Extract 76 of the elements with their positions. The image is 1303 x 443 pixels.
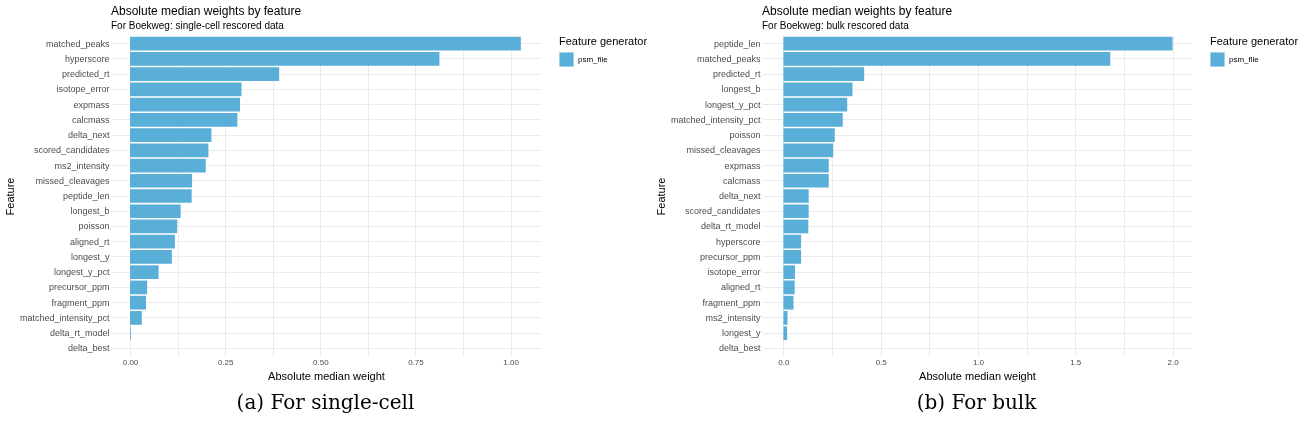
x-tick-label: 1.0	[972, 357, 985, 367]
y-tick-label: peptide_len	[713, 38, 760, 49]
y-tick-label: precursor_ppm	[699, 251, 760, 262]
bar	[782, 280, 795, 295]
x-tick-label: 0.25	[217, 357, 234, 367]
y-tick-label: delta_next	[718, 191, 761, 201]
y-tick-label: longest_y_pct	[53, 267, 110, 278]
y-tick-label: matched_intensity_pct	[19, 312, 110, 323]
y-tick-label: longest_y_pct	[704, 99, 761, 110]
y-tick-label: predicted_rt	[712, 69, 761, 80]
y-tick-label: fragment_ppm	[50, 297, 109, 308]
y-tick-label: calcmass	[722, 175, 761, 186]
y-tick-label: precursor_ppm	[48, 282, 109, 293]
legend-label: psm_file	[1228, 54, 1259, 64]
x-tick-label: 0.0	[777, 357, 790, 367]
bar	[782, 97, 847, 112]
y-tick-label: isotope_error	[706, 267, 760, 278]
y-tick-label: ms2_intensity	[53, 160, 110, 171]
y-tick-label: expmass	[72, 99, 110, 110]
y-tick-label: matched_peaks	[45, 38, 110, 49]
legend-title: Feature generator	[1209, 35, 1298, 47]
x-tick-label: 0.5	[875, 357, 887, 367]
y-tick-label: hyperscore	[64, 53, 109, 64]
chart-subtitle: For Boekweg: bulk rescored data	[761, 20, 909, 31]
bar	[782, 158, 829, 173]
legend-label: psm_file	[577, 54, 608, 64]
x-tick-label: 0.50	[312, 357, 329, 367]
bar	[782, 36, 1173, 51]
x-tick-label: 0.75	[407, 357, 424, 367]
y-tick-label: peptide_len	[62, 191, 109, 201]
text: (a) For single-cell	[236, 390, 415, 414]
y-tick-label: longest_b	[720, 84, 760, 95]
text: (b) For bulk	[916, 390, 1037, 414]
y-tick-label: poisson	[77, 221, 109, 232]
chart-title: Absolute median weights by feature	[761, 4, 952, 18]
x-tick-label: 0.00	[122, 357, 139, 367]
bar	[129, 219, 177, 234]
y-tick-label: aligned_rt	[69, 236, 110, 247]
y-tick-label: missed_cleavages	[685, 145, 761, 156]
y-tick-label: delta_best	[718, 343, 761, 354]
x-tick-label: 1.5	[1069, 357, 1082, 367]
y-tick-label: matched_peaks	[696, 53, 761, 64]
y-tick-label: predicted_rt	[61, 69, 110, 80]
y-axis-title: Feature	[3, 177, 16, 216]
y-axis-title: Feature	[654, 177, 667, 216]
chart-subtitle: For Boekweg: single-cell rescored data	[110, 20, 284, 31]
y-tick-label: delta_best	[67, 343, 110, 354]
x-axis-title: Absolute median weight	[918, 369, 1036, 382]
y-tick-label: longest_y	[721, 328, 761, 339]
y-tick-label: longest_y	[70, 251, 110, 262]
bar	[782, 219, 808, 234]
y-tick-label: delta_rt_model	[49, 328, 109, 339]
y-tick-label: expmass	[723, 160, 761, 171]
x-axis-title: Absolute median weight	[267, 369, 385, 382]
y-tick-label: delta_next	[67, 130, 110, 141]
y-tick-label: scored_candidates	[684, 206, 761, 217]
y-tick-label: calcmass	[71, 114, 110, 125]
y-tick-label: hyperscore	[715, 236, 760, 247]
y-tick-label: scored_candidates	[33, 145, 110, 156]
y-tick-label: delta_rt_model	[700, 221, 760, 232]
y-tick-label: missed_cleavages	[34, 175, 110, 186]
bar	[129, 97, 240, 112]
y-tick-label: ms2_intensity	[704, 312, 761, 323]
y-tick-label: matched_intensity_pct	[670, 114, 761, 125]
bar	[129, 280, 147, 295]
y-tick-label: longest_b	[69, 206, 109, 217]
x-tick-label: 2.0	[1166, 357, 1179, 367]
y-tick-label: aligned_rt	[720, 282, 761, 293]
bar	[129, 36, 521, 51]
y-tick-label: isotope_error	[55, 84, 109, 95]
y-tick-label: fragment_ppm	[701, 297, 760, 308]
legend-title: Feature generator	[558, 35, 647, 47]
x-tick-label: 1.00	[502, 357, 519, 367]
chart-title: Absolute median weights by feature	[110, 4, 301, 18]
y-tick-label: poisson	[728, 130, 760, 141]
bar	[129, 158, 206, 173]
